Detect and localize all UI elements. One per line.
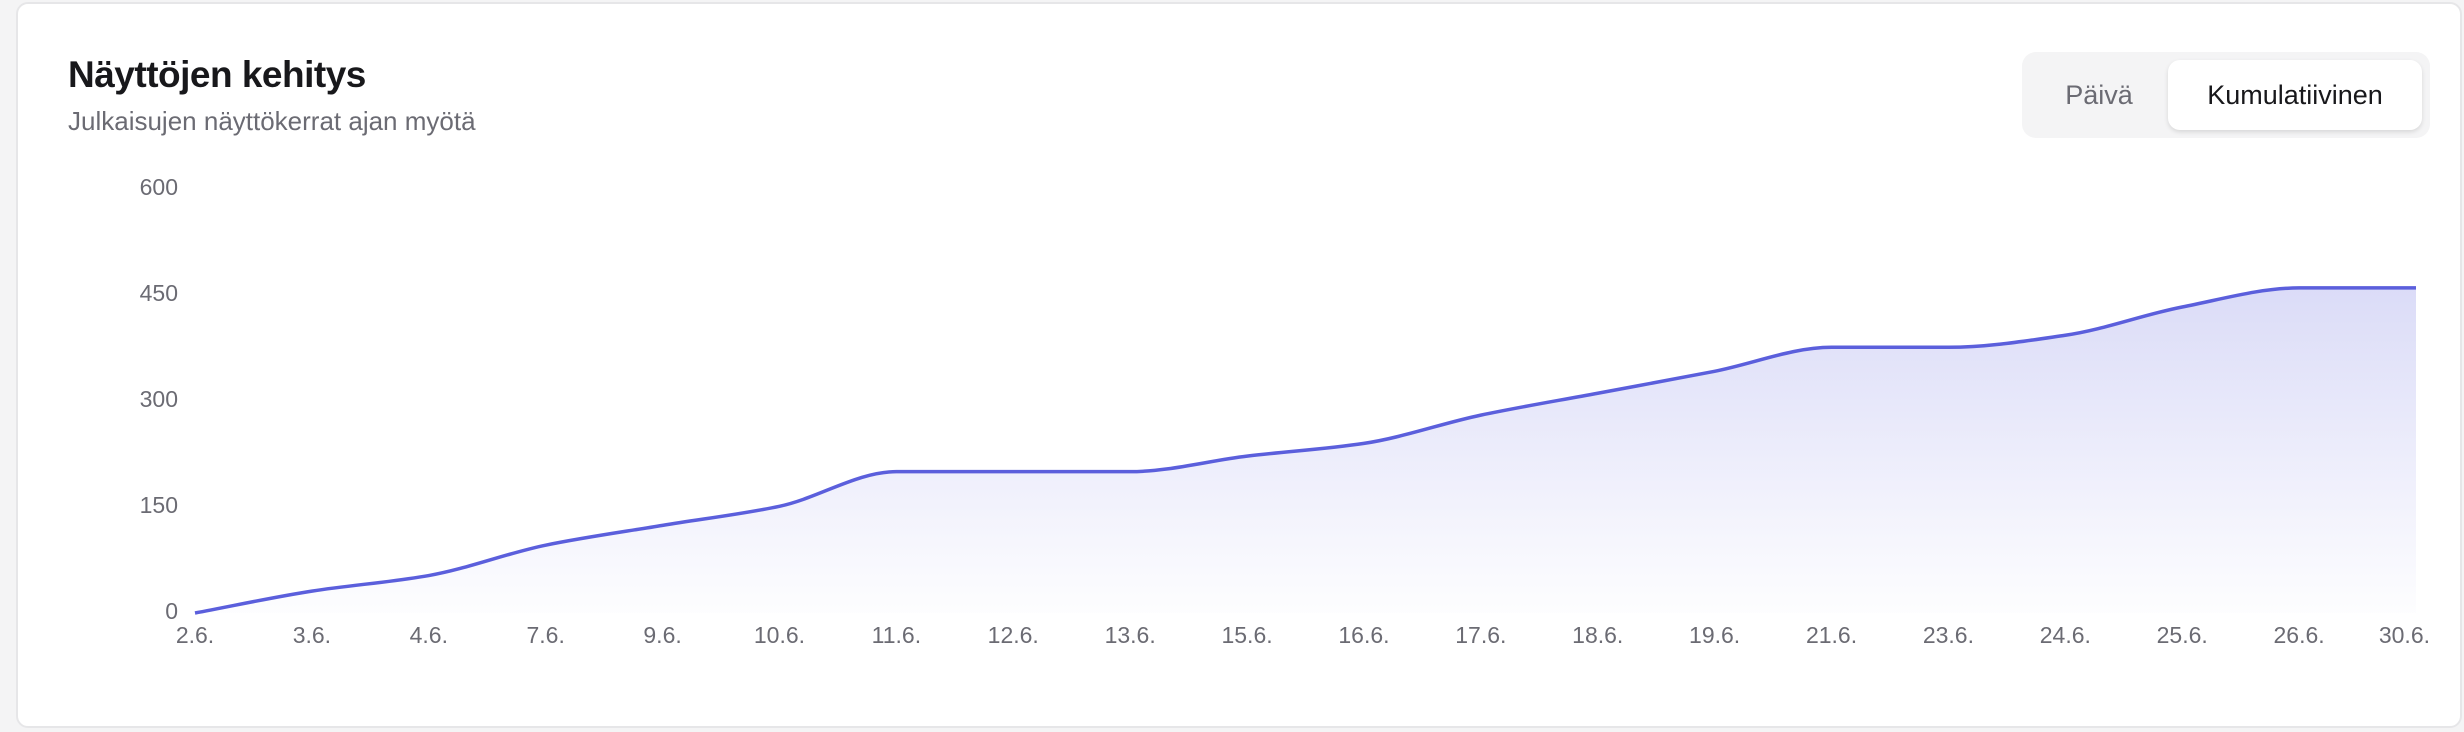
line bbox=[194, 286, 2416, 615]
card-title: Näyttöjen kehitys bbox=[68, 54, 366, 95]
toggle-option[interactable]: Kumulatiivinen bbox=[2168, 60, 2422, 130]
x-tick-label: 2.6. bbox=[176, 622, 214, 648]
x-tick-label: 13.6. bbox=[1105, 622, 1156, 648]
x-tick-label: 25.6. bbox=[2157, 622, 2208, 648]
x-tick-label: 23.6. bbox=[1923, 622, 1974, 648]
x-tick-label: 7.6. bbox=[526, 622, 564, 648]
x-tick-label: 17.6. bbox=[1455, 622, 1506, 648]
x-tick-label: 9.6. bbox=[643, 622, 681, 648]
view-toggle: Päivä Kumulatiivinen bbox=[2022, 52, 2430, 138]
y-tick-label: 450 bbox=[140, 280, 178, 306]
x-tick-label: 12.6. bbox=[988, 622, 1039, 648]
x-tick-label: 30.6. bbox=[2379, 622, 2430, 648]
y-tick-label: 150 bbox=[140, 492, 178, 518]
y-tick-label: 600 bbox=[140, 174, 178, 200]
card-subtitle: Julkaisujen näyttökerrat ajan myötä bbox=[68, 106, 476, 136]
y-tick-label: 0 bbox=[165, 598, 178, 624]
x-tick-label: 3.6. bbox=[293, 622, 331, 648]
x-tick-label: 19.6. bbox=[1689, 622, 1740, 648]
x-tick-label: 18.6. bbox=[1572, 622, 1623, 648]
x-tick-label: 15.6. bbox=[1221, 622, 1272, 648]
toggle-option[interactable]: Päivä bbox=[2065, 80, 2133, 110]
x-tick-label: 11.6. bbox=[872, 622, 921, 648]
x-tick-label: 10.6. bbox=[754, 622, 805, 648]
x-tick-label: 24.6. bbox=[2040, 622, 2091, 648]
x-tick-label: 16.6. bbox=[1338, 622, 1389, 648]
x-tick-label: 26.6. bbox=[2274, 622, 2325, 648]
x-tick-label: 21.6. bbox=[1806, 622, 1857, 648]
x-tick-label: 4.6. bbox=[410, 622, 448, 648]
y-tick-label: 300 bbox=[140, 386, 178, 412]
